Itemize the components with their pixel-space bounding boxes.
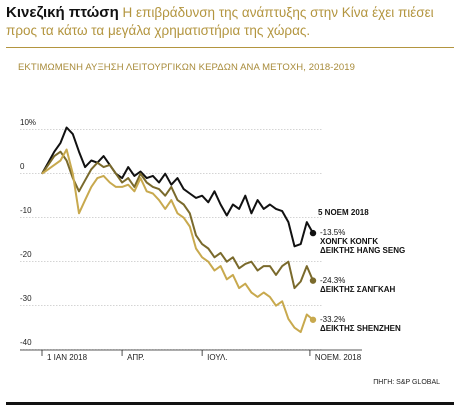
end-dot (309, 229, 317, 237)
y-tick-label: 0 (20, 162, 25, 171)
y-tick-label: -30 (20, 294, 32, 303)
y-tick-label: -20 (20, 250, 32, 259)
legend-label: ΔΕΙΚΤΗΣ SHENZHEN (320, 323, 401, 333)
line (41, 126, 314, 248)
line (41, 148, 314, 334)
header: Κινεζική πτώση Η επιβράδυνση της ανάπτυξ… (6, 4, 446, 40)
end-dot (309, 277, 317, 284)
source: ΠΗΓΗ: S&P GLOBAL (373, 379, 440, 386)
line (41, 150, 314, 290)
subtitle: ΕΚΤΙΜΩΜΕΝΗ ΑΥΞΗΣΗ ΛΕΙΤΟΥΡΓΙΚΩΝ ΚΕΡΔΩΝ ΑΝ… (18, 62, 356, 73)
date-annotation: 5 ΝΟΕΜ 2018 (318, 208, 369, 218)
value-label: -33.2% (320, 314, 346, 324)
description: Η επιβράδυνση της ανάπτυξης στην Κίνα έχ… (6, 5, 434, 38)
value-label: -24.3% (320, 275, 346, 285)
x-tick-label: ΙΟΥΛ. (207, 353, 228, 362)
x-tick-label: ΝΟΕΜ. 2018 (315, 353, 362, 362)
value-label: -13.5% (320, 228, 346, 238)
x-tick-label: 1 ΙΑΝ 2018 (47, 353, 88, 362)
y-tick-label: -40 (20, 338, 32, 347)
x-tick-label: ΑΠΡ. (127, 353, 145, 362)
rule (6, 47, 454, 48)
y-tick-label: -10 (20, 206, 32, 215)
title: Κινεζική πτώση (6, 4, 119, 21)
bottom-rule (6, 402, 454, 405)
y-tick-label: 10% (20, 118, 36, 127)
end-dot (309, 316, 317, 323)
legend-label: ΧΟΝΓΚ ΚΟΝΓΚ ΔΕΙΚΤΗΣ HANG SENG (320, 237, 406, 256)
legend-label: ΔΕΙΚΤΗΣ ΣΑΝΓΚΑΗ (320, 284, 396, 294)
